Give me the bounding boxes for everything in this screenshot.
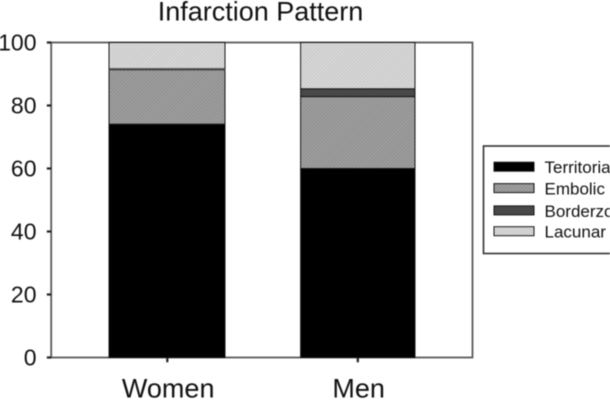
svg-text:0: 0 <box>24 345 37 371</box>
svg-text:100: 100 <box>0 30 37 56</box>
svg-text:Infarction Pattern: Infarction Pattern <box>158 0 364 27</box>
svg-text:40: 40 <box>11 219 37 245</box>
svg-text:Embolic: Embolic <box>545 180 606 199</box>
svg-text:Territorial: Territorial <box>545 158 610 177</box>
svg-text:20: 20 <box>11 282 37 308</box>
svg-text:Borderzone: Borderzone <box>545 202 610 221</box>
svg-text:Men: Men <box>332 374 385 400</box>
svg-text:80: 80 <box>11 93 37 119</box>
svg-text:60: 60 <box>11 156 37 182</box>
svg-text:Women: Women <box>122 374 215 400</box>
svg-text:Lacunar: Lacunar <box>545 222 607 241</box>
